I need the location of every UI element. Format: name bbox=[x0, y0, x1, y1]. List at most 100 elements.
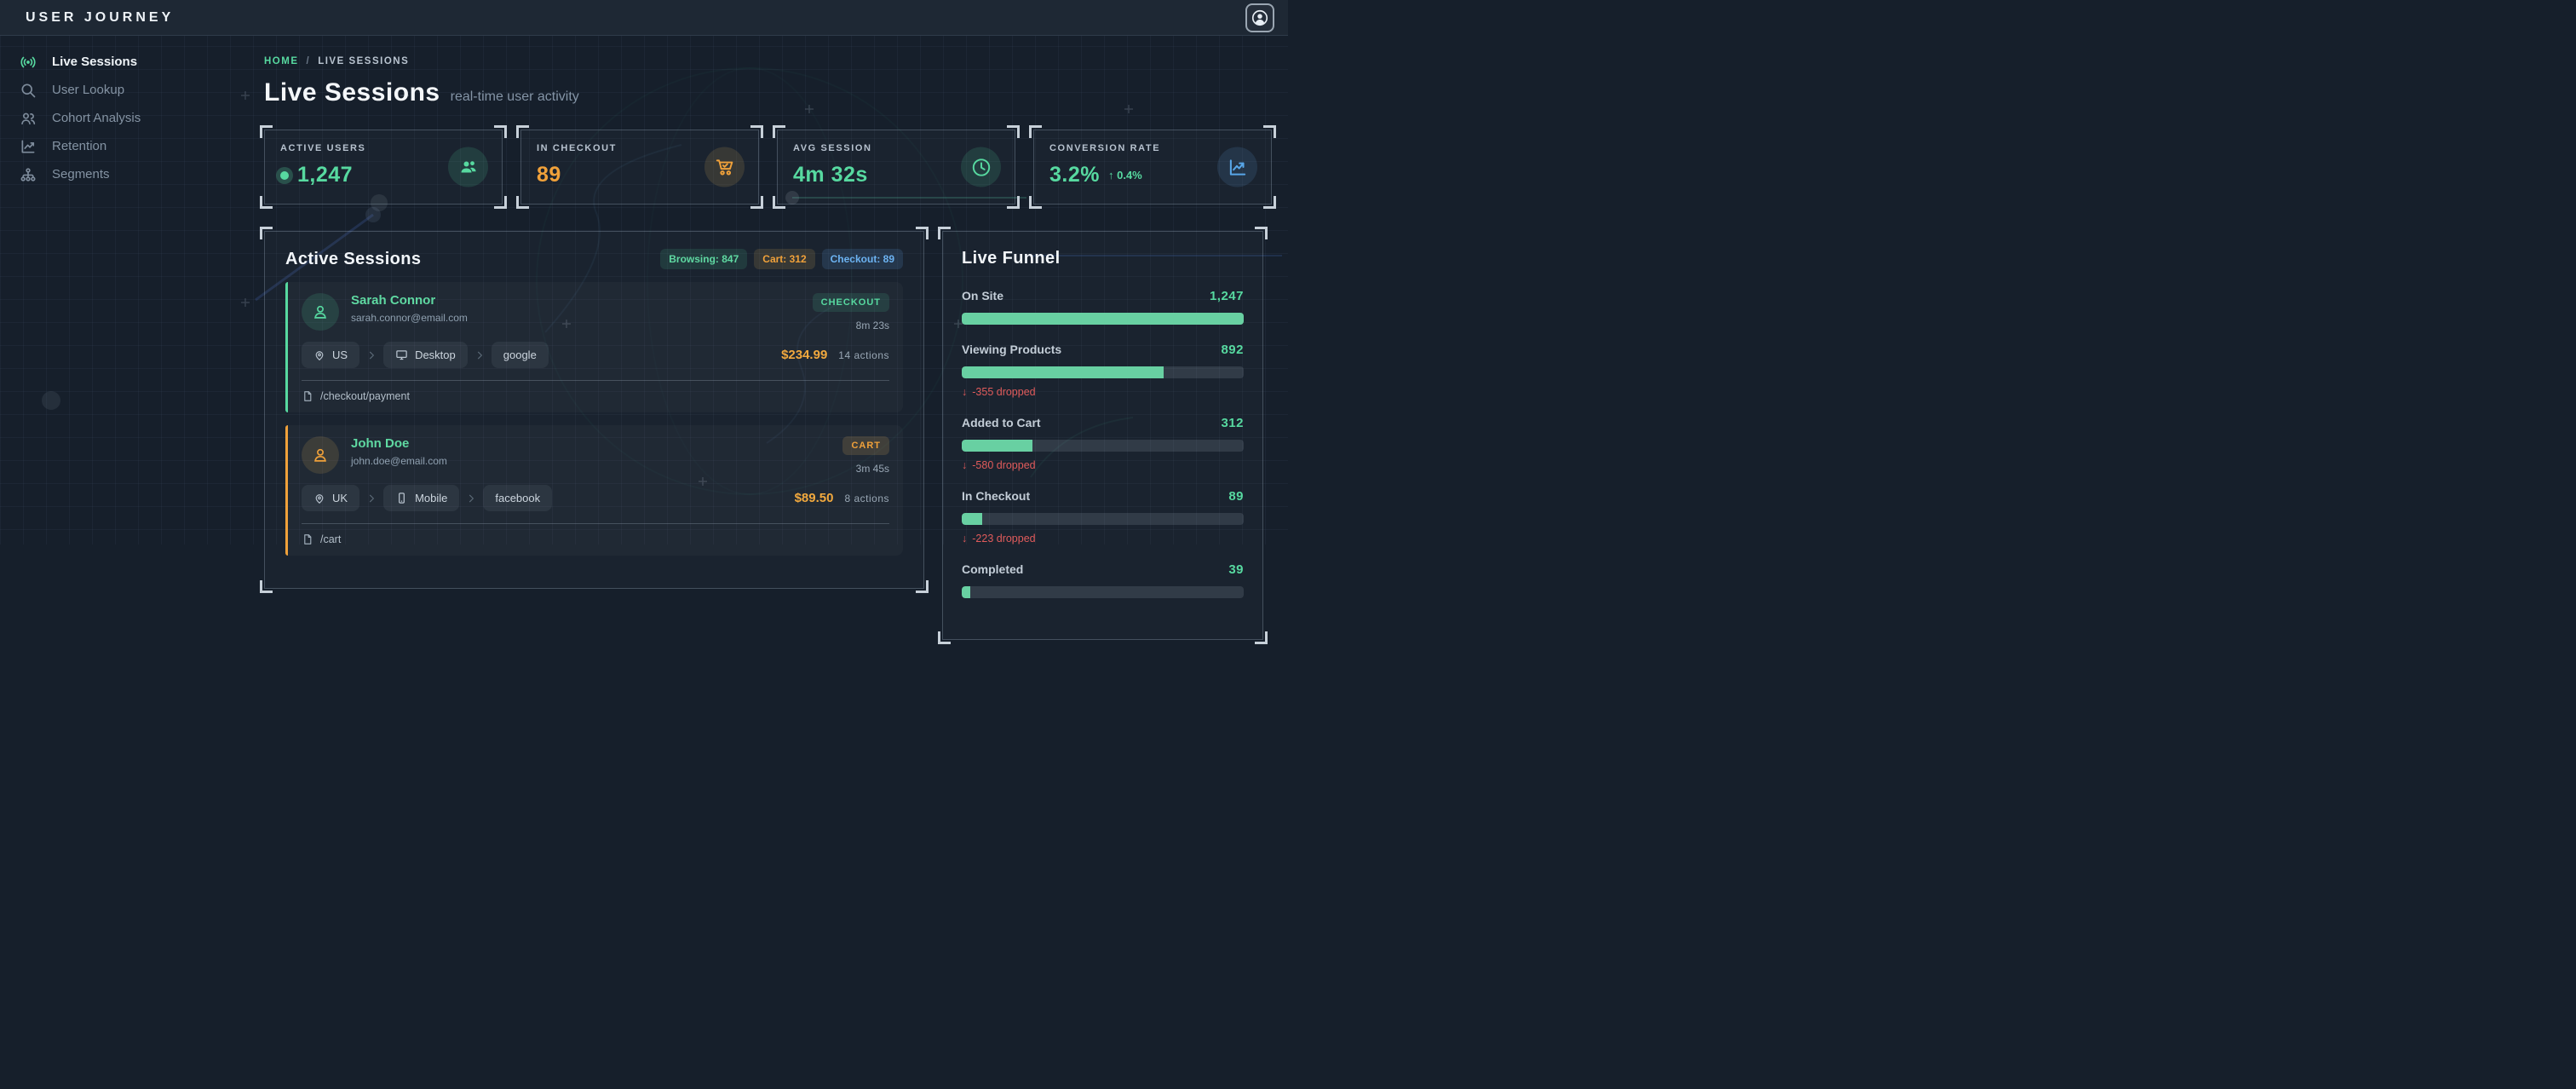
stat-value: 4m 32s bbox=[793, 163, 868, 187]
sidebar-item-label: Retention bbox=[52, 139, 107, 153]
funnel-dropped-label: -580 dropped bbox=[972, 459, 1036, 471]
session-actions-count: 8 actions bbox=[844, 492, 889, 504]
chevron-right-icon bbox=[465, 493, 477, 504]
session-avatar bbox=[302, 293, 339, 331]
live-funnel-panel: Live Funnel On Site 1,247 Viewing Produc… bbox=[938, 227, 1268, 644]
sidebar-item-label: User Lookup bbox=[52, 83, 125, 97]
sidebar-item-retention[interactable]: Retention bbox=[19, 132, 256, 160]
down-arrow-icon: ↓ bbox=[962, 386, 968, 398]
location-pin-icon bbox=[313, 349, 325, 361]
session-user-email: john.doe@email.com bbox=[351, 455, 447, 467]
funnel-stage-value: 1,247 bbox=[1209, 289, 1244, 303]
stat-card-in-checkout: IN CHECKOUT 89 bbox=[516, 125, 763, 209]
session-duration: 3m 45s bbox=[855, 463, 889, 475]
user-avatar-button[interactable] bbox=[1245, 3, 1274, 32]
sidebar-item-cohort-analysis[interactable]: Cohort Analysis bbox=[19, 104, 256, 132]
session-card[interactable]: John Doe john.doe@email.com CART 3m 45s bbox=[285, 425, 903, 556]
session-current-page: /checkout/payment bbox=[320, 390, 410, 402]
breadcrumb-home-link[interactable]: HOME bbox=[264, 56, 299, 66]
live-funnel-title: Live Funnel bbox=[962, 249, 1061, 268]
session-current-page: /cart bbox=[320, 533, 342, 545]
divider bbox=[302, 523, 889, 524]
funnel-bar-fill bbox=[962, 366, 1164, 378]
session-cart-value: $234.99 bbox=[781, 348, 828, 362]
stat-card-active-users: ACTIVE USERS 1,247 bbox=[260, 125, 507, 209]
funnel-stage-on-site: On Site 1,247 bbox=[962, 289, 1244, 325]
funnel-stage-viewing-products: Viewing Products 892 ↓ -355 dropped bbox=[962, 343, 1244, 398]
session-avatar bbox=[302, 436, 339, 474]
page-subtitle: real-time user activity bbox=[450, 89, 579, 104]
breadcrumb-current: LIVE SESSIONS bbox=[318, 56, 410, 66]
session-user-name: John Doe bbox=[351, 436, 410, 451]
desktop-icon bbox=[395, 349, 408, 361]
top-bar: USER JOURNEY bbox=[0, 0, 1288, 36]
users-icon bbox=[448, 147, 488, 187]
checkout-count-badge[interactable]: Checkout: 89 bbox=[821, 249, 903, 269]
app-title: USER JOURNEY bbox=[26, 9, 175, 25]
device-chip: Mobile bbox=[383, 485, 460, 511]
stat-label: IN CHECKOUT bbox=[537, 143, 617, 153]
location-pin-icon bbox=[313, 493, 325, 504]
session-cart-value: $89.50 bbox=[794, 491, 834, 505]
funnel-stage-in-checkout: In Checkout 89 ↓ -223 dropped bbox=[962, 489, 1244, 544]
funnel-stage-label: Viewing Products bbox=[962, 343, 1062, 356]
page-title: Live Sessions bbox=[264, 78, 440, 107]
browsing-count-badge[interactable]: Browsing: 847 bbox=[660, 249, 748, 269]
page-doc-icon bbox=[302, 533, 313, 545]
stat-value: 89 bbox=[537, 163, 561, 187]
sidebar-item-live-sessions[interactable]: Live Sessions bbox=[19, 48, 256, 76]
session-user-name: Sarah Connor bbox=[351, 293, 436, 308]
funnel-dropped-label: -223 dropped bbox=[972, 533, 1036, 544]
sidebar-item-label: Live Sessions bbox=[52, 55, 138, 69]
user-avatar-icon bbox=[1251, 9, 1269, 27]
stat-label: ACTIVE USERS bbox=[280, 143, 366, 153]
stat-label: AVG SESSION bbox=[793, 143, 872, 153]
device-chip: Desktop bbox=[383, 342, 468, 368]
stat-value: 1,247 bbox=[297, 163, 354, 187]
stats-row: ACTIVE USERS 1,247 IN CHECKOUT 89 bbox=[260, 125, 1276, 209]
line-chart-icon bbox=[1217, 147, 1257, 187]
funnel-dropped-label: -355 dropped bbox=[972, 386, 1036, 398]
stat-delta: ↑ 0.4% bbox=[1107, 169, 1142, 182]
mobile-icon bbox=[395, 492, 408, 504]
stat-card-conversion-rate: CONVERSION RATE 3.2% ↑ 0.4% bbox=[1029, 125, 1276, 209]
funnel-stage-added-to-cart: Added to Cart 312 ↓ -580 dropped bbox=[962, 416, 1244, 471]
chevron-right-icon bbox=[474, 349, 486, 361]
stat-value: 3.2% bbox=[1049, 163, 1100, 187]
funnel-stage-value: 89 bbox=[1228, 489, 1244, 504]
source-chip: google bbox=[491, 342, 549, 368]
sidebar-item-segments[interactable]: Segments bbox=[19, 160, 256, 188]
funnel-stage-value: 312 bbox=[1221, 416, 1244, 430]
search-icon bbox=[19, 81, 37, 100]
active-sessions-title: Active Sessions bbox=[285, 249, 422, 268]
clock-icon bbox=[961, 147, 1001, 187]
stat-label: CONVERSION RATE bbox=[1049, 143, 1161, 153]
funnel-stage-label: Added to Cart bbox=[962, 416, 1041, 429]
funnel-bar-fill bbox=[962, 440, 1032, 452]
funnel-bar bbox=[962, 513, 1244, 525]
funnel-bar bbox=[962, 586, 1244, 598]
sidebar-item-label: Cohort Analysis bbox=[52, 111, 141, 125]
chevron-right-icon bbox=[365, 493, 377, 504]
sidebar: Live Sessions User Lookup Cohort Analysi… bbox=[0, 36, 256, 544]
funnel-bar-fill bbox=[962, 313, 1244, 325]
funnel-stage-label: Completed bbox=[962, 562, 1024, 576]
sidebar-item-user-lookup[interactable]: User Lookup bbox=[19, 76, 256, 104]
up-arrow-icon: ↑ bbox=[1107, 169, 1114, 182]
users-icon bbox=[19, 109, 37, 128]
funnel-stage-value: 39 bbox=[1228, 562, 1244, 577]
funnel-stage-value: 892 bbox=[1221, 343, 1244, 357]
chevron-right-icon bbox=[365, 349, 377, 361]
location-chip: US bbox=[302, 342, 360, 368]
broadcast-icon bbox=[19, 53, 37, 72]
cart-count-badge[interactable]: Cart: 312 bbox=[754, 249, 815, 269]
page-header: Live Sessions real-time user activity bbox=[264, 78, 1272, 107]
stat-card-avg-session: AVG SESSION 4m 32s bbox=[773, 125, 1020, 209]
funnel-bar bbox=[962, 313, 1244, 325]
retention-chart-icon bbox=[19, 137, 37, 156]
page-doc-icon bbox=[302, 390, 313, 402]
session-card[interactable]: Sarah Connor sarah.connor@email.com CHEC… bbox=[285, 282, 903, 412]
funnel-stage-label: In Checkout bbox=[962, 489, 1031, 503]
active-sessions-panel: Active Sessions Browsing: 847 Cart: 312 … bbox=[260, 227, 929, 593]
sidebar-item-label: Segments bbox=[52, 167, 110, 182]
